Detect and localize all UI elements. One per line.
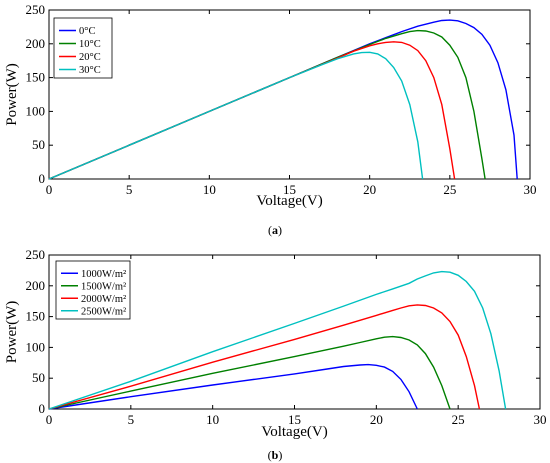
x-tick-label: 25 xyxy=(452,412,465,427)
x-axis-label: Voltage(V) xyxy=(261,424,327,440)
y-tick-label: 50 xyxy=(32,137,45,152)
legend-box xyxy=(55,260,131,320)
x-tick-label: 10 xyxy=(206,412,219,427)
x-tick-label: 25 xyxy=(443,182,456,197)
y-tick-label: 250 xyxy=(26,247,46,262)
legend-label: 2000W/m² xyxy=(81,294,126,305)
x-tick-label: 30 xyxy=(524,182,537,197)
chart-panel-a: 0 5 10 15 20 25 30 0 50 100 150 200 250 Voltage(V) Pow… xyxy=(4,2,537,237)
x-tick-label: 0 xyxy=(46,412,53,427)
series-line-4 xyxy=(48,51,424,180)
legend-label: 0°C xyxy=(79,26,95,37)
series-line-3 xyxy=(48,304,481,410)
x-tick-label: 10 xyxy=(203,182,216,197)
y-tick-label: 150 xyxy=(26,70,46,85)
legend-box xyxy=(53,17,113,79)
y-tick-label: 200 xyxy=(26,278,46,293)
y-tick-label: 200 xyxy=(26,36,46,51)
y-tick-label: 100 xyxy=(26,103,46,118)
subfigure-label: (b) xyxy=(268,448,283,462)
x-tick-label: 0 xyxy=(46,182,53,197)
x-tick-label: 15 xyxy=(283,182,296,197)
chart-panel-b: 0 5 10 15 20 25 30 0 50 100 150 200 250 Voltage(V) Pow… xyxy=(4,247,547,462)
legend-label: 10°C xyxy=(79,39,101,50)
x-tick-label: 20 xyxy=(370,412,383,427)
y-tick-label: 250 xyxy=(26,2,46,17)
x-tick-label: 15 xyxy=(288,412,301,427)
series-line-2 xyxy=(48,335,451,410)
y-tick-label: 100 xyxy=(26,339,46,354)
legend-label: 30°C xyxy=(79,65,101,76)
y-tick-label: 50 xyxy=(32,370,45,385)
x-tick-label: 20 xyxy=(363,182,376,197)
y-tick-label: 0 xyxy=(39,171,46,186)
legend-label: 1500W/m² xyxy=(81,281,126,292)
legend-label: 2500W/m² xyxy=(81,306,126,317)
x-axis-label: Voltage(V) xyxy=(256,193,322,209)
y-tick-label: 0 xyxy=(39,401,46,416)
plot-area xyxy=(48,9,531,180)
x-tick-label: 5 xyxy=(128,412,135,427)
series-line-4 xyxy=(48,270,507,410)
y-tick-label: 150 xyxy=(26,309,46,324)
legend-label: 1000W/m² xyxy=(81,269,126,280)
y-axis-label: Power(W) xyxy=(4,301,20,363)
y-axis-label: Power(W) xyxy=(4,63,20,125)
subfigure-label: (a) xyxy=(268,223,282,237)
x-tick-label: 30 xyxy=(534,412,547,427)
legend-label: 20°C xyxy=(79,52,101,63)
plot-area xyxy=(48,254,541,410)
series-line-1 xyxy=(48,363,418,410)
x-tick-label: 5 xyxy=(126,182,133,197)
